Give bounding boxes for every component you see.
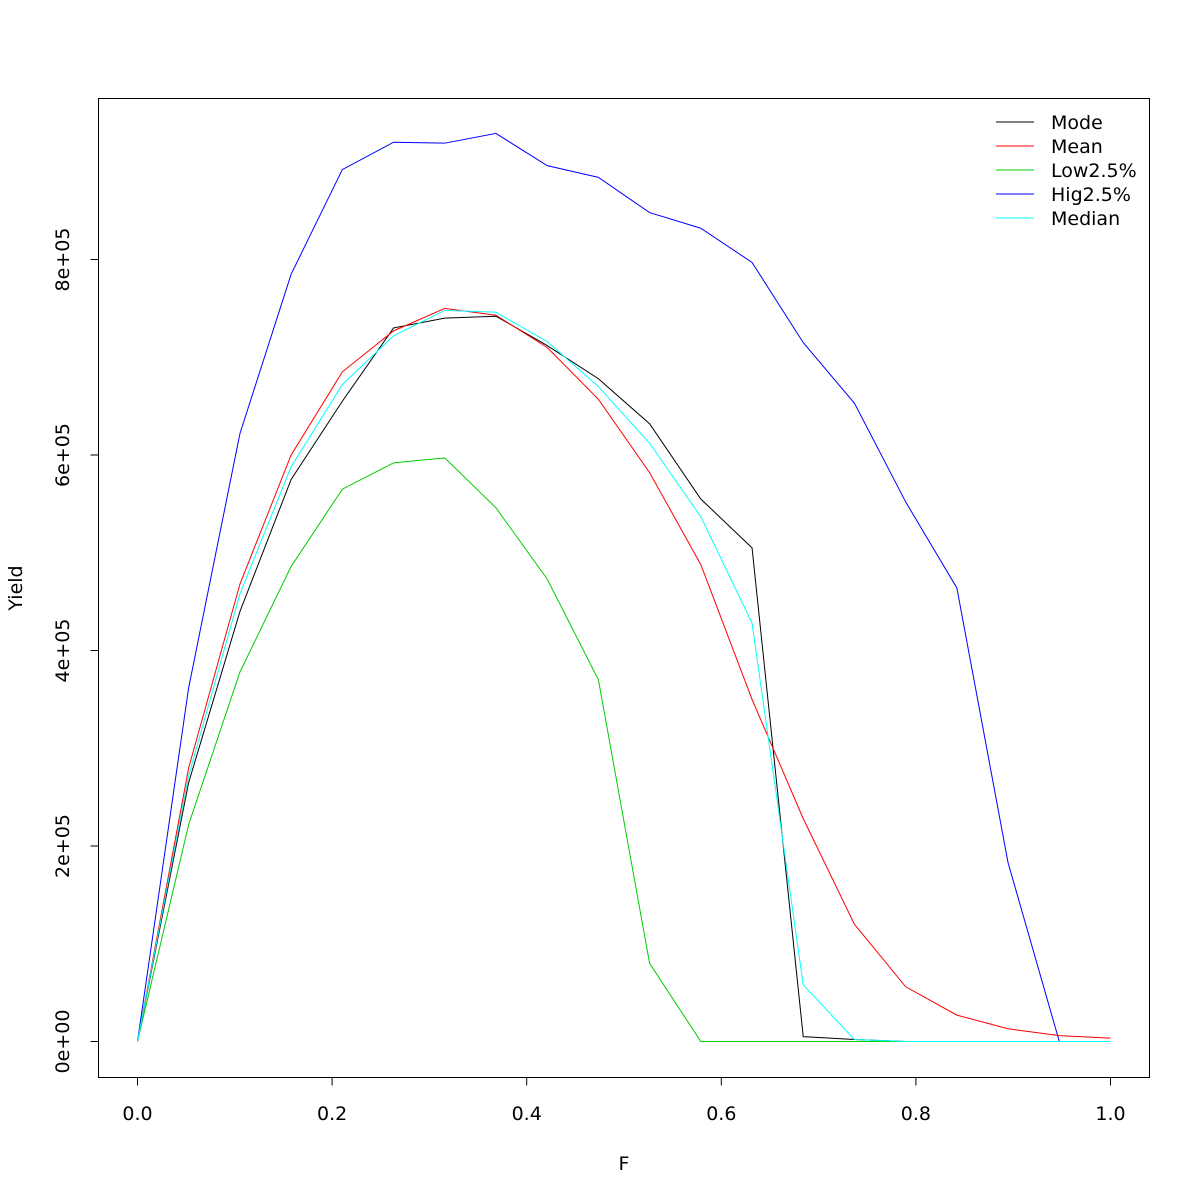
x-axis: 0.0 0.2 0.4 0.6 0.8 1.0 <box>122 1077 1126 1125</box>
series-line-median <box>137 309 1111 1042</box>
x-tick-label: 0.6 <box>706 1103 736 1125</box>
legend-label: Mean <box>1051 136 1103 158</box>
y-tick-label: 8e+05 <box>52 228 74 292</box>
x-tick-label: 0.2 <box>317 1103 347 1125</box>
y-axis-label: Yield <box>5 565 27 611</box>
series-line-hig2-5- <box>137 132 1111 1042</box>
x-tick-label: 0.4 <box>512 1103 542 1125</box>
series-line-mean <box>137 307 1111 1042</box>
series-layer <box>137 132 1111 1042</box>
legend-label: Low2.5% <box>1051 160 1137 182</box>
x-tick-label: 0.0 <box>122 1103 152 1125</box>
y-tick-label: 2e+05 <box>52 814 74 878</box>
legend-label: Hig2.5% <box>1051 184 1131 206</box>
legend-label: Mode <box>1051 112 1103 134</box>
y-tick-label: 0e+00 <box>52 1010 74 1074</box>
y-axis: 0e+00 2e+05 4e+05 6e+05 8e+05 <box>52 228 99 1074</box>
x-axis-label: F <box>619 1153 630 1175</box>
y-tick-label: 6e+05 <box>52 423 74 487</box>
x-tick-label: 0.8 <box>901 1103 931 1125</box>
y-tick-label: 4e+05 <box>52 619 74 683</box>
x-tick-label: 1.0 <box>1095 1103 1125 1125</box>
legend-label: Median <box>1051 208 1120 230</box>
